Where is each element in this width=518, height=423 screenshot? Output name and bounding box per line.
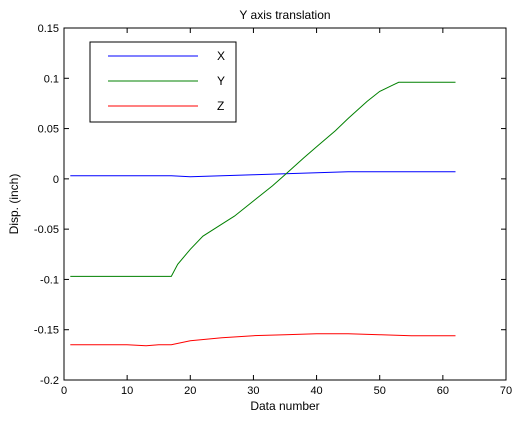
legend: XYZ [89, 41, 237, 123]
series-line-z [70, 333, 456, 347]
legend-label-x: X [217, 49, 225, 63]
series-line-y [70, 81, 456, 277]
legend-label-y: Y [217, 74, 225, 88]
chart-title: Y axis translation [239, 8, 330, 22]
legend-box [89, 41, 237, 123]
y-axis-label: Disp. (inch) [7, 174, 21, 235]
y-tick-label: 0.1 [44, 73, 59, 85]
x-tick-label: 70 [500, 385, 512, 397]
y-tick-label: -0.1 [40, 274, 59, 286]
x-tick-label: 30 [247, 385, 259, 397]
y-tick-label: -0.15 [34, 325, 59, 337]
x-tick-label: 60 [437, 385, 449, 397]
y-tick-label: -0.2 [40, 375, 59, 387]
y-tick-label: 0.15 [38, 23, 59, 35]
data-series [70, 81, 456, 347]
y-tick-label: -0.05 [34, 224, 59, 236]
x-tick-label: 0 [61, 385, 67, 397]
x-tick-label: 20 [184, 385, 196, 397]
axis-ticks: 0 10 20 30 40 50 60 70 -0.2 -0.15 -0.1 -0.05 0 0.05 0.… [34, 23, 512, 397]
legend-label-z: Z [217, 99, 224, 113]
y-tick-label: 0 [53, 174, 59, 186]
x-tick-label: 10 [121, 385, 133, 397]
x-axis-label: Data number [250, 399, 319, 413]
y-tick-label: 0.05 [38, 124, 59, 136]
x-tick-label: 40 [310, 385, 322, 397]
series-line-x [70, 171, 456, 178]
x-tick-label: 50 [374, 385, 386, 397]
